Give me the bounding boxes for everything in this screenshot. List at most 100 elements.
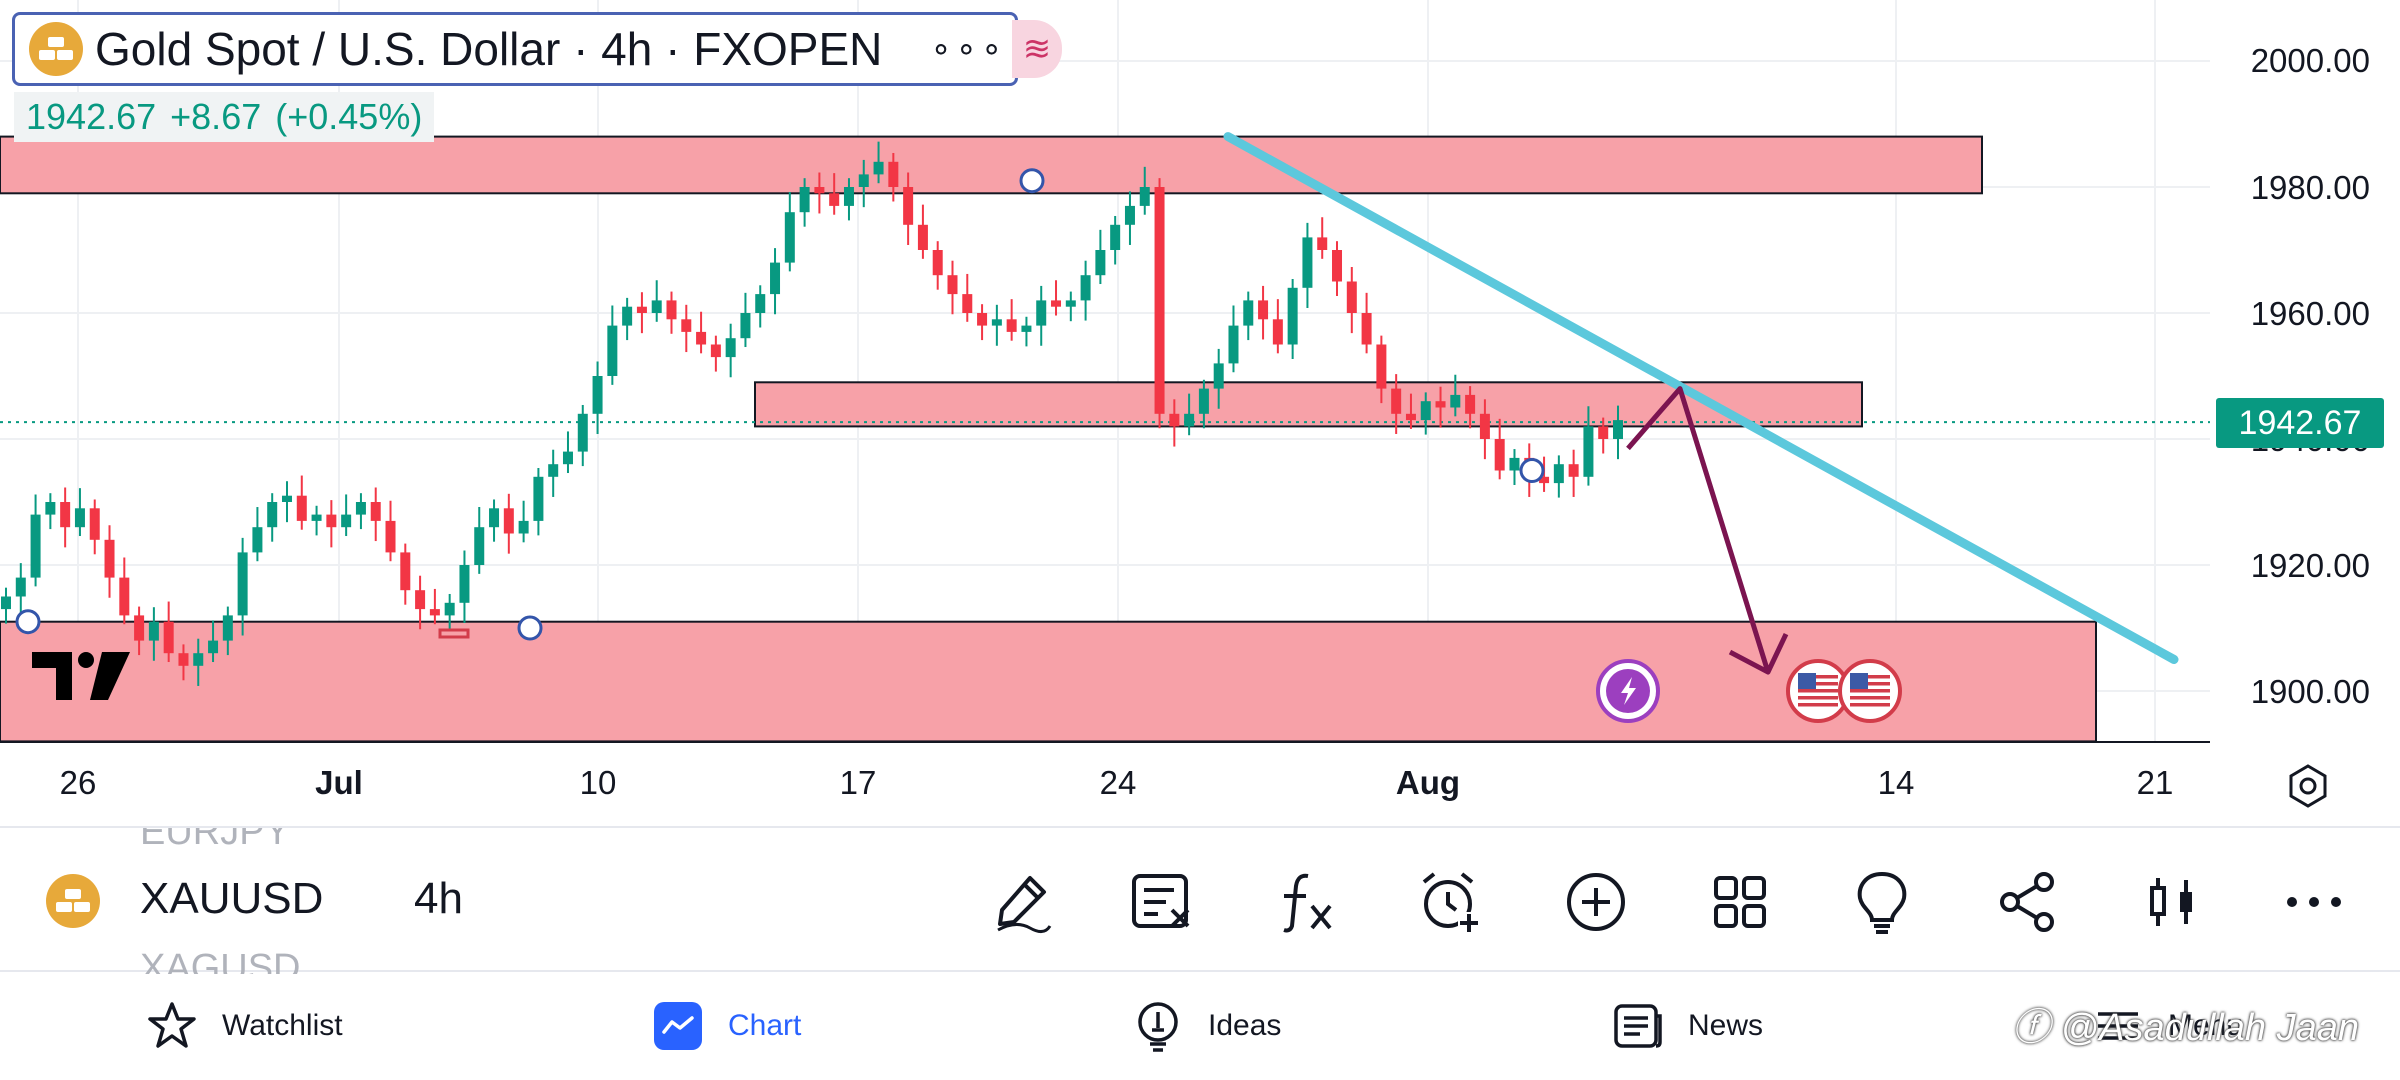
candle-body	[1346, 281, 1357, 313]
event-circle-marker	[517, 615, 543, 641]
candle-body	[1287, 287, 1298, 345]
ghost-symbol-below: XAGUSD	[140, 948, 301, 974]
candle-body	[725, 338, 736, 358]
event-circle-marker	[15, 609, 41, 635]
candle-body	[843, 187, 854, 206]
indicator-wave-icon[interactable]: ≋	[1012, 20, 1062, 78]
flag-stripe	[1850, 675, 1890, 679]
trendline[interactable]	[1223, 132, 2179, 664]
drawing-tool-button[interactable]	[986, 866, 1058, 938]
candle-body	[89, 508, 100, 540]
symbol-selector[interactable]: XAUUSD	[140, 874, 324, 923]
share-button[interactable]	[1992, 866, 2064, 938]
flag-stripe	[1850, 689, 1890, 693]
interval-selector[interactable]: 4h	[414, 874, 463, 923]
candle-body	[977, 313, 988, 326]
candle-body	[474, 527, 485, 565]
candle-body	[917, 224, 928, 250]
chart-settings-icon[interactable]	[2284, 762, 2332, 810]
nav-menu[interactable]: Menu	[2090, 996, 2243, 1056]
lightbulb-icon	[1857, 871, 1907, 934]
candle-body	[385, 520, 396, 553]
candle-body	[1479, 413, 1490, 439]
candle-body	[1435, 401, 1446, 408]
candle-body	[74, 508, 85, 528]
candlesticks	[1, 141, 1623, 686]
candle-body	[770, 262, 781, 295]
layouts-button[interactable]	[1704, 866, 1776, 938]
candle-body	[237, 552, 248, 616]
add-button[interactable]	[1560, 866, 1632, 938]
ideas-tool-button[interactable]	[1846, 866, 1918, 938]
nav-watchlist[interactable]: Watchlist	[144, 996, 343, 1056]
candle-body	[459, 565, 470, 603]
candle-body	[1465, 394, 1476, 414]
candle-body	[30, 514, 41, 578]
candle-body	[1, 596, 11, 610]
candle-body	[104, 539, 115, 578]
candle-body	[208, 640, 219, 654]
candle-body	[799, 187, 810, 213]
event-circle-marker	[1019, 168, 1045, 194]
more-dots-icon	[2287, 897, 2341, 907]
function-icon	[1283, 873, 1332, 933]
indicators-button[interactable]	[1270, 866, 1342, 938]
gold-bars-icon	[29, 22, 83, 76]
add-alert-button[interactable]	[1414, 866, 1486, 938]
more-dots-icon[interactable]: ∘∘∘	[930, 30, 1007, 68]
remove-drawings-button[interactable]	[1126, 866, 1198, 938]
flag-stripe	[1798, 703, 1838, 707]
candle-body	[1243, 300, 1254, 326]
watermark-text: ⓕ @Asadullah Jaan	[2012, 1007, 2359, 1049]
price-change-line: 1942.67 +8.67 (+0.45%)	[14, 92, 435, 142]
nav-ideas[interactable]: Ideas	[1130, 996, 1281, 1056]
candle-body	[45, 502, 56, 515]
nav-chart[interactable]: Chart	[650, 996, 801, 1056]
x-axis-label: 14	[1877, 764, 1915, 801]
candle-body	[696, 331, 707, 345]
x-axis-label: Aug	[1395, 764, 1461, 801]
candle-body	[666, 300, 677, 320]
flag-stripe	[1798, 689, 1838, 693]
chart-type-button[interactable]	[2136, 866, 2208, 938]
candle-body	[622, 306, 633, 326]
candle-body	[1450, 394, 1461, 408]
last-price-tag: 1942.67	[2216, 398, 2384, 448]
candle-body	[548, 464, 559, 477]
candle-body	[1228, 325, 1239, 364]
candle-body	[1509, 457, 1520, 471]
gold-symbol-icon	[46, 874, 100, 928]
candle-body	[1051, 300, 1062, 307]
candle-body	[1494, 439, 1505, 471]
price-chart[interactable]	[0, 0, 2400, 826]
candle-body	[267, 502, 278, 528]
candle-body	[326, 514, 337, 528]
menu-icon	[2090, 998, 2146, 1054]
projection-arrowhead	[1728, 633, 1789, 675]
x-axis-label: 17	[839, 764, 877, 801]
news-icon	[1610, 998, 1666, 1054]
candle-body	[1553, 464, 1564, 484]
ideas-bulb-icon	[1130, 998, 1186, 1054]
candle-body	[1213, 363, 1224, 389]
candle-body	[1065, 300, 1076, 307]
x-axis-label: 10	[579, 764, 617, 801]
candle-body	[489, 508, 500, 528]
candle-body	[1258, 300, 1269, 320]
candle-body	[281, 495, 292, 502]
zone-rect	[0, 135, 1983, 195]
candle-body	[651, 300, 662, 313]
candle-body	[444, 602, 455, 616]
flag-canton	[1798, 673, 1816, 689]
symbol-header[interactable]: Gold Spot / U.S. Dollar · 4h · FXOPEN ∘∘…	[12, 12, 1018, 86]
candle-body	[592, 376, 603, 414]
pencil-icon	[997, 876, 1052, 933]
nav-news[interactable]: News	[1610, 996, 1763, 1056]
candle-body	[178, 653, 189, 666]
more-button[interactable]	[2278, 866, 2350, 938]
candle-body	[1420, 401, 1431, 421]
candle-body	[1154, 187, 1165, 414]
candle-body	[903, 187, 914, 225]
projection-arrow[interactable]	[1626, 386, 1789, 675]
candle-body	[1539, 476, 1550, 484]
